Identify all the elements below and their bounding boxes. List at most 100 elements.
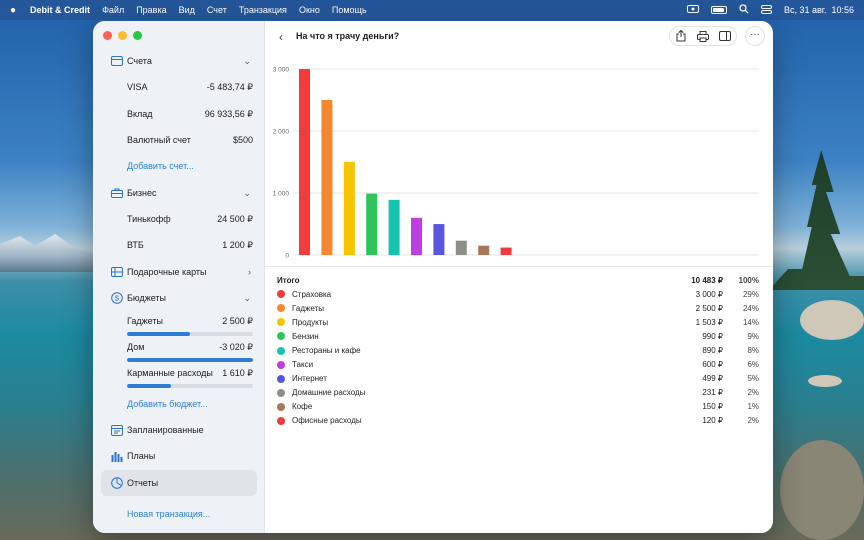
minimize-window-button[interactable] (118, 31, 127, 40)
chart-bar[interactable] (411, 217, 422, 255)
account-name: Вклад (127, 109, 153, 119)
share-icon[interactable] (673, 29, 689, 43)
chevron-down-icon[interactable]: ⌄ (243, 292, 251, 303)
legend-row[interactable]: Страховка 3 000 ₽ 29% (277, 287, 759, 301)
budget-name: Карманные расходы (127, 368, 213, 378)
menu-help[interactable]: Помощь (331, 5, 367, 15)
legend-amount: 150 ₽ (702, 402, 723, 412)
control-center-icon[interactable] (760, 4, 772, 16)
sidebar-item-account[interactable]: Тинькофф 24 500 ₽ (127, 209, 253, 229)
back-chevron-icon[interactable]: ‹ (279, 30, 283, 44)
apple-menu-icon[interactable]: ● (10, 4, 17, 16)
sidebar-item-account[interactable]: ВТБ 1 200 ₽ (127, 235, 253, 255)
legend-category: Интернет (292, 374, 327, 384)
chart-bar[interactable] (321, 100, 333, 255)
legend-row[interactable]: Домашние расходы 231 ₽ 2% (277, 386, 759, 400)
total-label: Итого (277, 275, 300, 285)
desktop-rock (780, 440, 864, 540)
sidebar-item-gift-cards[interactable]: Подарочные карты › (93, 262, 265, 282)
sidebar-item-account[interactable]: Валютный счет $500 (127, 130, 253, 150)
sidebar-section-business[interactable]: Бизнес ⌄ (93, 183, 265, 203)
add-budget-link[interactable]: Добавить бюджет... (127, 399, 208, 409)
account-name: VISA (127, 82, 148, 92)
legend-total-row: Итого 10 483 ₽ 100% (277, 273, 759, 287)
legend-percent: 5% (747, 374, 759, 384)
spending-legend: Итого 10 483 ₽ 100% Страховка 3 000 ₽ 29% Г… (277, 273, 759, 428)
menu-datetime[interactable]: Вс, 31 авг. 10:56 (783, 5, 854, 15)
desktop-trees (769, 150, 864, 290)
budget-progress-bar (127, 332, 253, 336)
dollar-circle-icon: $ (111, 292, 123, 304)
legend-percent: 29% (742, 289, 759, 299)
legend-percent: 2% (747, 416, 759, 426)
chart-bar[interactable] (299, 69, 310, 255)
sidebar-item-plans[interactable]: Планы (93, 446, 265, 466)
legend-category: Кофе (292, 402, 313, 412)
y-tick-label: 2 000 (273, 129, 290, 136)
sidebar-item-account[interactable]: Вклад 96 933,56 ₽ (127, 104, 253, 124)
legend-amount: 600 ₽ (702, 360, 723, 370)
desktop-rock (800, 300, 864, 340)
legend-row[interactable]: Офисные расходы 120 ₽ 2% (277, 414, 759, 428)
menu-view[interactable]: Вид (178, 5, 195, 15)
legend-row[interactable]: Гаджеты 2 500 ₽ 24% (277, 301, 759, 315)
legend-row[interactable]: Кофе 150 ₽ 1% (277, 400, 759, 414)
sidebar-section-budgets[interactable]: $ Бюджеты ⌄ (93, 288, 265, 308)
legend-color-dot (277, 360, 285, 369)
legend-row[interactable]: Продукты 1 503 ₽ 14% (277, 315, 759, 329)
chart-bar[interactable] (433, 224, 445, 255)
chart-bar[interactable] (343, 161, 355, 255)
menu-edit[interactable]: Правка (136, 5, 167, 15)
chart-bar[interactable] (388, 199, 400, 255)
sidebar-section-accounts[interactable]: Счета ⌄ (93, 51, 265, 71)
sidebar-section-label: Бизнес (127, 188, 157, 198)
chevron-down-icon[interactable]: ⌄ (243, 55, 251, 66)
account-name: ВТБ (127, 240, 144, 250)
app-window: Счета ⌄ VISA -5 483,74 ₽ Вклад 96 933,56… (93, 21, 773, 533)
chart-bar[interactable] (455, 240, 467, 255)
chart-bar[interactable] (366, 193, 378, 255)
menu-window[interactable]: Окно (298, 5, 320, 15)
chart-bar[interactable] (478, 245, 490, 255)
legend-color-dot (277, 346, 285, 355)
add-account-link[interactable]: Добавить счет... (127, 161, 194, 171)
sidebar-item-label: Планы (127, 451, 156, 461)
legend-category: Продукты (292, 317, 329, 327)
legend-row[interactable]: Бензин 990 ₽ 9% (277, 329, 759, 343)
close-window-button[interactable] (103, 31, 112, 40)
sidebar-item-scheduled[interactable]: Запланированные (93, 420, 265, 440)
battery-icon[interactable] (710, 6, 727, 14)
legend-row[interactable]: Интернет 499 ₽ 5% (277, 372, 759, 386)
new-transaction-button[interactable]: Новая транзакция... (127, 509, 211, 519)
svg-text:$: $ (115, 294, 120, 303)
sidebar-item-account[interactable]: VISA -5 483,74 ₽ (127, 77, 253, 97)
print-icon[interactable] (695, 29, 711, 43)
sidebar-item-reports[interactable]: Отчеты (93, 473, 265, 493)
sidebar-item-budget[interactable]: Дом -3 020 ₽ (127, 342, 253, 362)
menu-app-name[interactable]: Debit & Credit (30, 5, 91, 15)
budget-progress-fill (127, 358, 253, 362)
chevron-down-icon[interactable]: ⌄ (243, 187, 251, 198)
legend-category: Бензин (292, 331, 319, 341)
menu-transaction[interactable]: Транзакция (238, 5, 287, 15)
sidebar-item-budget[interactable]: Карманные расходы 1 610 ₽ (127, 368, 253, 388)
chart-bar[interactable] (500, 247, 512, 255)
legend-color-dot (277, 304, 285, 313)
menu-account[interactable]: Счет (206, 5, 227, 15)
chevron-right-icon[interactable]: › (248, 267, 251, 277)
screen-mirroring-icon[interactable] (686, 4, 699, 16)
legend-category: Гаджеты (292, 303, 324, 313)
legend-row[interactable]: Такси 600 ₽ 6% (277, 358, 759, 372)
zoom-window-button[interactable] (133, 31, 142, 40)
search-icon[interactable] (739, 4, 749, 16)
legend-amount: 2 500 ₽ (695, 303, 723, 313)
menu-file[interactable]: Файл (102, 5, 125, 15)
more-options-icon[interactable]: ··· (745, 26, 765, 46)
legend-row[interactable]: Рестораны и кафе 890 ₽ 8% (277, 343, 759, 357)
sidebar-toggle-icon[interactable] (717, 29, 733, 43)
spending-bar-chart: 0 1 000 2 000 3 000 (273, 67, 759, 260)
sidebar-item-label: Подарочные карты (127, 267, 207, 277)
legend-amount: 3 000 ₽ (695, 289, 723, 299)
sidebar-item-budget[interactable]: Гаджеты 2 500 ₽ (127, 316, 253, 336)
sidebar-item-label: Отчеты (127, 478, 159, 488)
